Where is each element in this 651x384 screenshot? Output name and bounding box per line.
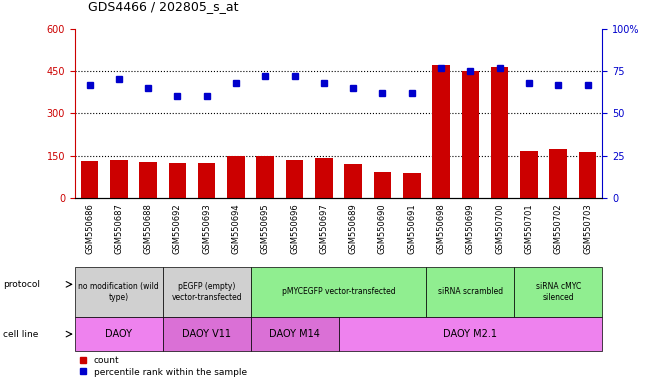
Text: DAOY M2.1: DAOY M2.1 — [443, 329, 497, 339]
Bar — [110, 160, 128, 198]
Text: GSM550695: GSM550695 — [261, 203, 270, 254]
Text: GSM550696: GSM550696 — [290, 203, 299, 254]
Text: pEGFP (empty)
vector-transfected: pEGFP (empty) vector-transfected — [171, 282, 242, 301]
Text: DAOY: DAOY — [105, 329, 132, 339]
Bar — [227, 156, 245, 198]
Text: GSM550702: GSM550702 — [554, 203, 562, 254]
Text: GSM550687: GSM550687 — [115, 203, 123, 254]
Text: cell line: cell line — [3, 329, 38, 339]
Text: siRNA scrambled: siRNA scrambled — [437, 287, 503, 296]
Bar — [256, 156, 274, 198]
Text: GSM550700: GSM550700 — [495, 203, 504, 254]
Text: GSM550690: GSM550690 — [378, 203, 387, 254]
Bar — [198, 164, 215, 198]
Text: GSM550692: GSM550692 — [173, 203, 182, 254]
Text: no modification (wild
type): no modification (wild type) — [78, 282, 159, 301]
Text: GSM550693: GSM550693 — [202, 203, 211, 254]
FancyBboxPatch shape — [75, 267, 163, 317]
Text: GSM550697: GSM550697 — [320, 203, 328, 254]
Legend: count, percentile rank within the sample: count, percentile rank within the sample — [79, 356, 247, 377]
Text: GSM550689: GSM550689 — [349, 203, 357, 254]
Bar — [139, 162, 157, 198]
FancyBboxPatch shape — [251, 267, 426, 317]
Bar — [432, 65, 450, 198]
Bar — [81, 161, 98, 198]
Text: GSM550686: GSM550686 — [85, 203, 94, 254]
Text: GSM550698: GSM550698 — [437, 203, 445, 254]
Bar — [462, 71, 479, 198]
Text: GSM550694: GSM550694 — [232, 203, 240, 254]
Bar — [491, 67, 508, 198]
Text: GSM550703: GSM550703 — [583, 203, 592, 254]
Text: GSM550699: GSM550699 — [466, 203, 475, 254]
Bar — [169, 164, 186, 198]
Text: GSM550701: GSM550701 — [525, 203, 533, 254]
Bar — [286, 160, 303, 198]
Text: GSM550691: GSM550691 — [408, 203, 416, 254]
FancyBboxPatch shape — [251, 317, 339, 351]
Text: GSM550688: GSM550688 — [144, 203, 152, 254]
Bar — [344, 164, 362, 198]
FancyBboxPatch shape — [339, 317, 602, 351]
FancyBboxPatch shape — [514, 267, 602, 317]
Bar — [403, 173, 421, 198]
FancyBboxPatch shape — [163, 267, 251, 317]
Text: DAOY V11: DAOY V11 — [182, 329, 231, 339]
Bar — [520, 151, 538, 198]
Text: GDS4466 / 202805_s_at: GDS4466 / 202805_s_at — [88, 0, 238, 13]
FancyBboxPatch shape — [163, 317, 251, 351]
FancyBboxPatch shape — [75, 317, 163, 351]
Bar — [549, 149, 567, 198]
Bar — [579, 152, 596, 198]
Bar — [374, 172, 391, 198]
Text: protocol: protocol — [3, 280, 40, 289]
Text: siRNA cMYC
silenced: siRNA cMYC silenced — [536, 282, 581, 301]
Text: pMYCEGFP vector-transfected: pMYCEGFP vector-transfected — [282, 287, 395, 296]
FancyBboxPatch shape — [426, 267, 514, 317]
Text: DAOY M14: DAOY M14 — [269, 329, 320, 339]
Bar — [315, 158, 333, 198]
